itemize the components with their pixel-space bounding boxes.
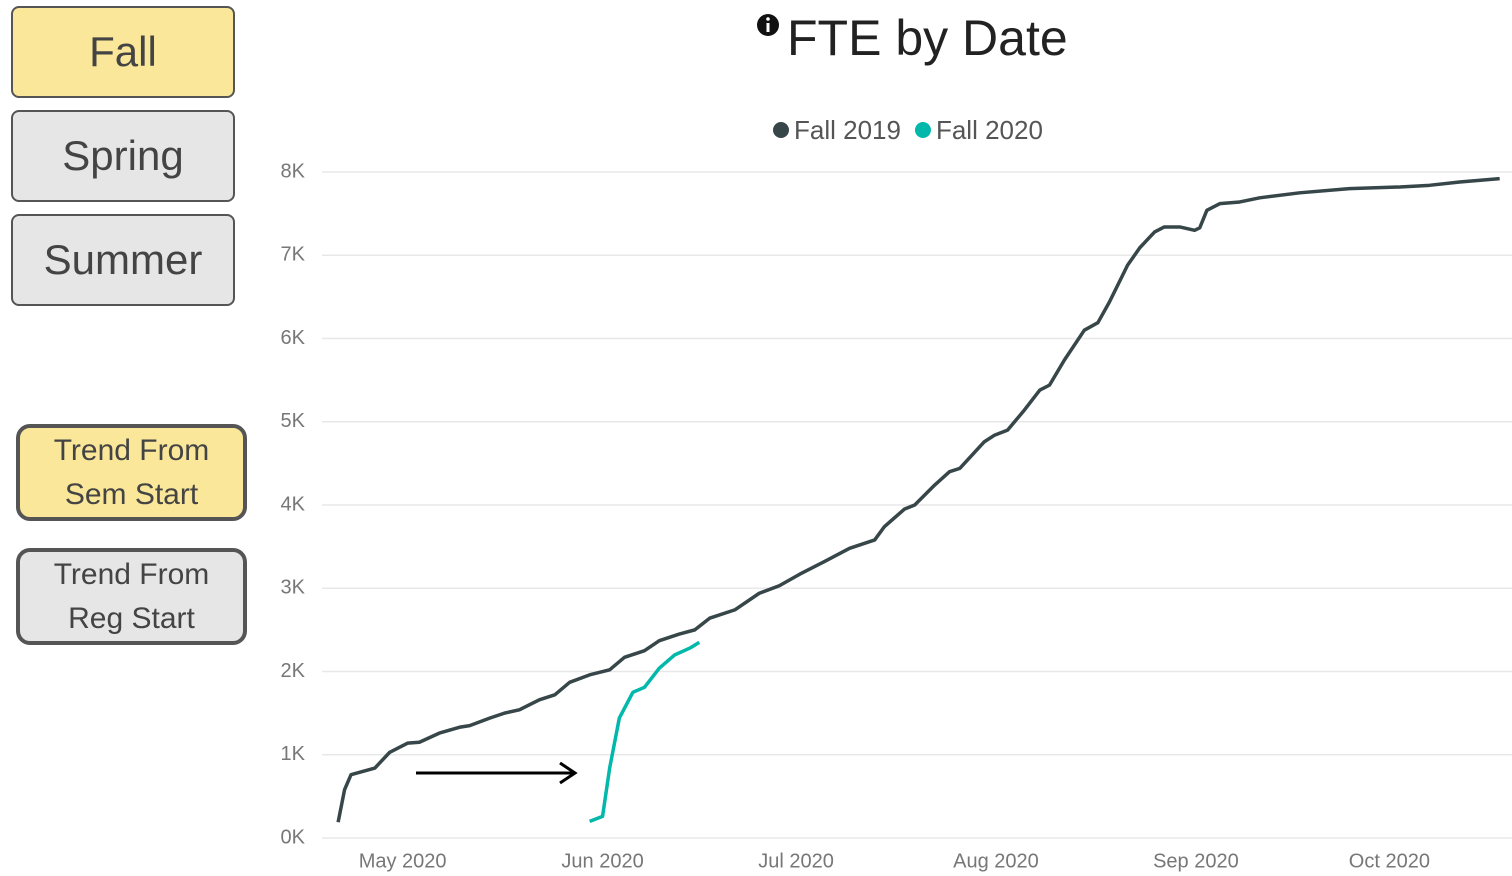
legend-label: Fall 2020 bbox=[936, 115, 1043, 145]
info-icon bbox=[757, 14, 779, 36]
legend-marker bbox=[914, 122, 931, 138]
summer-button[interactable]: Summer bbox=[11, 214, 235, 306]
series-line bbox=[589, 640, 701, 823]
y-tick-label: 8K bbox=[281, 160, 306, 182]
chart-title: FTE by Date bbox=[787, 10, 1068, 66]
y-tick-label: 5K bbox=[281, 410, 306, 432]
y-tick-label: 7K bbox=[281, 244, 306, 266]
series-line bbox=[336, 176, 1500, 823]
trend-reg-button[interactable]: Trend From Reg Start bbox=[16, 548, 247, 645]
legend-label: Fall 2019 bbox=[794, 115, 901, 145]
y-tick-label: 1K bbox=[281, 743, 306, 765]
x-tick-label: Oct 2020 bbox=[1349, 850, 1430, 872]
x-tick-label: Jul 2020 bbox=[758, 850, 834, 872]
y-tick-label: 6K bbox=[281, 327, 306, 349]
legend-marker bbox=[773, 122, 789, 138]
trend-sem-button[interactable]: Trend From Sem Start bbox=[16, 424, 247, 521]
x-tick-label: Sep 2020 bbox=[1153, 850, 1239, 872]
y-tick-label: 0K bbox=[281, 826, 306, 848]
y-tick-label: 3K bbox=[281, 577, 306, 599]
arrow bbox=[416, 761, 578, 785]
y-tick-label: 4K bbox=[281, 493, 306, 515]
x-tick-label: Jun 2020 bbox=[561, 850, 643, 872]
x-tick-label: Aug 2020 bbox=[953, 850, 1039, 872]
y-tick-label: 2K bbox=[281, 660, 306, 682]
spring-button[interactable]: Spring bbox=[11, 110, 235, 202]
fall-button[interactable]: Fall bbox=[11, 6, 235, 98]
x-tick-label: May 2020 bbox=[359, 850, 447, 872]
